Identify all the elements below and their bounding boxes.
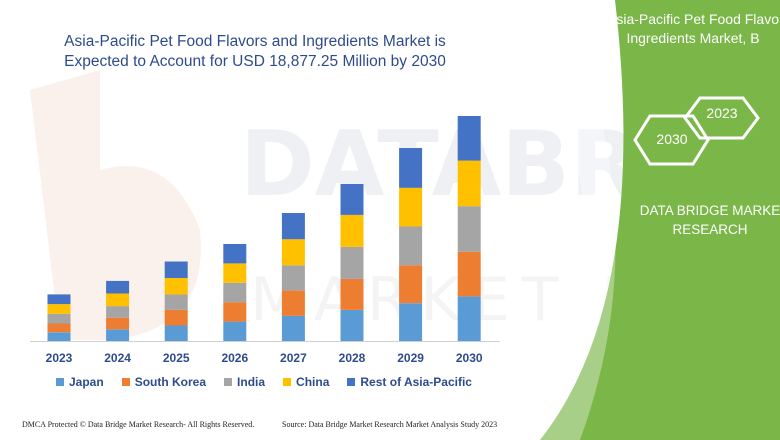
x-tick-label-2027: 2027 <box>280 351 307 365</box>
bar-2030-india <box>457 206 481 252</box>
bar-2025-india <box>164 294 188 310</box>
x-tick-label-2025: 2025 <box>163 351 190 365</box>
legend-label: South Korea <box>134 375 207 389</box>
bar-2023-india <box>47 313 71 324</box>
panel-title-line-2: Ingredients Market, B <box>626 30 760 46</box>
bar-2025-rest-of-asia-pacific <box>164 261 188 278</box>
legend-item-india: India <box>224 375 265 389</box>
bar-2023-china <box>47 304 71 314</box>
bar-2025-china <box>164 278 188 295</box>
bar-2026-japan <box>223 321 247 341</box>
x-tick-label-2026: 2026 <box>221 351 248 365</box>
legend-label: India <box>237 375 266 389</box>
legend-label: Rest of Asia-Pacific <box>360 375 472 389</box>
legend-item-japan: Japan <box>56 375 104 389</box>
bar-2024-japan <box>106 329 130 341</box>
bar-2028-rest-of-asia-pacific <box>340 183 364 215</box>
footer-source: Source: Data Bridge Market Research Mark… <box>282 420 498 429</box>
bar-2027-china <box>281 239 305 266</box>
brand-text-line-2: RESEARCH <box>672 222 748 237</box>
bar-2028-south-korea <box>340 278 364 310</box>
bar-2029-china <box>399 187 423 227</box>
bar-2029-rest-of-asia-pacific <box>399 148 423 188</box>
right-panel-background <box>520 0 780 440</box>
legend-label: China <box>296 375 330 389</box>
brand-text: DATA BRIDGE MARKE RESEARCH <box>630 201 780 239</box>
legend: Japan South Korea India China Rest of Asia-P… <box>56 375 472 389</box>
legend-item-rest-of-asia-pacific: Rest of Asia-Pacific <box>347 375 472 389</box>
bar-2026-china <box>223 263 247 283</box>
legend-label: Japan <box>69 375 104 389</box>
bar-2024-china <box>106 293 130 307</box>
legend-swatch <box>56 378 64 386</box>
hex-label-2023: 2023 <box>706 105 738 121</box>
bar-2028-india <box>340 246 364 279</box>
hexagon-2030-icon <box>633 114 710 166</box>
x-tick-label-2029: 2029 <box>397 351 424 365</box>
bar-2023-japan <box>47 332 71 341</box>
bar-2029-japan <box>399 303 423 341</box>
bar-2025-japan <box>164 325 188 341</box>
bar-2030-china <box>457 160 481 207</box>
hex-label-2030: 2030 <box>656 131 688 147</box>
footer-copyright: DMCA Protected © Data Bridge Market Rese… <box>22 420 255 429</box>
bar-2027-india <box>281 265 305 291</box>
bar-2023-rest-of-asia-pacific <box>47 294 71 305</box>
x-tick-label-2030: 2030 <box>456 351 483 365</box>
x-tick-label-2028: 2028 <box>339 351 366 365</box>
brand-text-line-1: DATA BRIDGE MARKE <box>639 203 780 218</box>
bar-2023-south-korea <box>47 323 71 333</box>
bar-2027-south-korea <box>281 290 305 316</box>
bar-2028-japan <box>340 310 364 341</box>
stacked-bar-chart: 2023 2024 2025 2026 2027 2028 2029 2030 <box>30 116 500 365</box>
legend-swatch <box>121 378 130 386</box>
legend-item-china: China <box>283 375 329 389</box>
x-tick-label-2024: 2024 <box>104 351 131 365</box>
legend-swatch <box>347 378 356 386</box>
bar-2026-india <box>223 282 247 303</box>
bar-2024-south-korea <box>106 317 130 330</box>
bar-2025-south-korea <box>164 310 188 326</box>
hexagon-2023-icon <box>683 96 760 140</box>
panel-title: Asia-Pacific Pet Food Flavo Ingredients … <box>606 10 780 48</box>
legend-swatch <box>224 378 233 386</box>
bar-2029-south-korea <box>399 265 423 304</box>
bar-2028-china <box>340 214 364 247</box>
panel-title-line-1: Asia-Pacific Pet Food Flavo <box>607 11 779 27</box>
bar-2026-south-korea <box>223 302 247 322</box>
chart-title: Asia-Pacific Pet Food Flavors and Ingred… <box>20 32 490 72</box>
legend-item-south-korea: South Korea <box>121 375 207 389</box>
bar-2024-india <box>106 306 130 318</box>
chart-title-line-2: Expected to Account for USD 18,877.25 Mi… <box>64 53 446 70</box>
bar-2026-rest-of-asia-pacific <box>223 244 247 264</box>
x-tick-label-2023: 2023 <box>46 351 73 365</box>
legend-swatch <box>283 378 292 386</box>
bar-2024-rest-of-asia-pacific <box>106 280 130 294</box>
bar-2027-japan <box>281 315 305 341</box>
bar-2030-south-korea <box>457 251 481 297</box>
bar-2030-rest-of-asia-pacific <box>457 116 481 161</box>
bar-2029-india <box>399 226 423 266</box>
bar-2027-rest-of-asia-pacific <box>281 213 305 240</box>
bar-2030-japan <box>457 296 481 341</box>
chart-title-line-1: Asia-Pacific Pet Food Flavors and Ingred… <box>64 33 446 50</box>
